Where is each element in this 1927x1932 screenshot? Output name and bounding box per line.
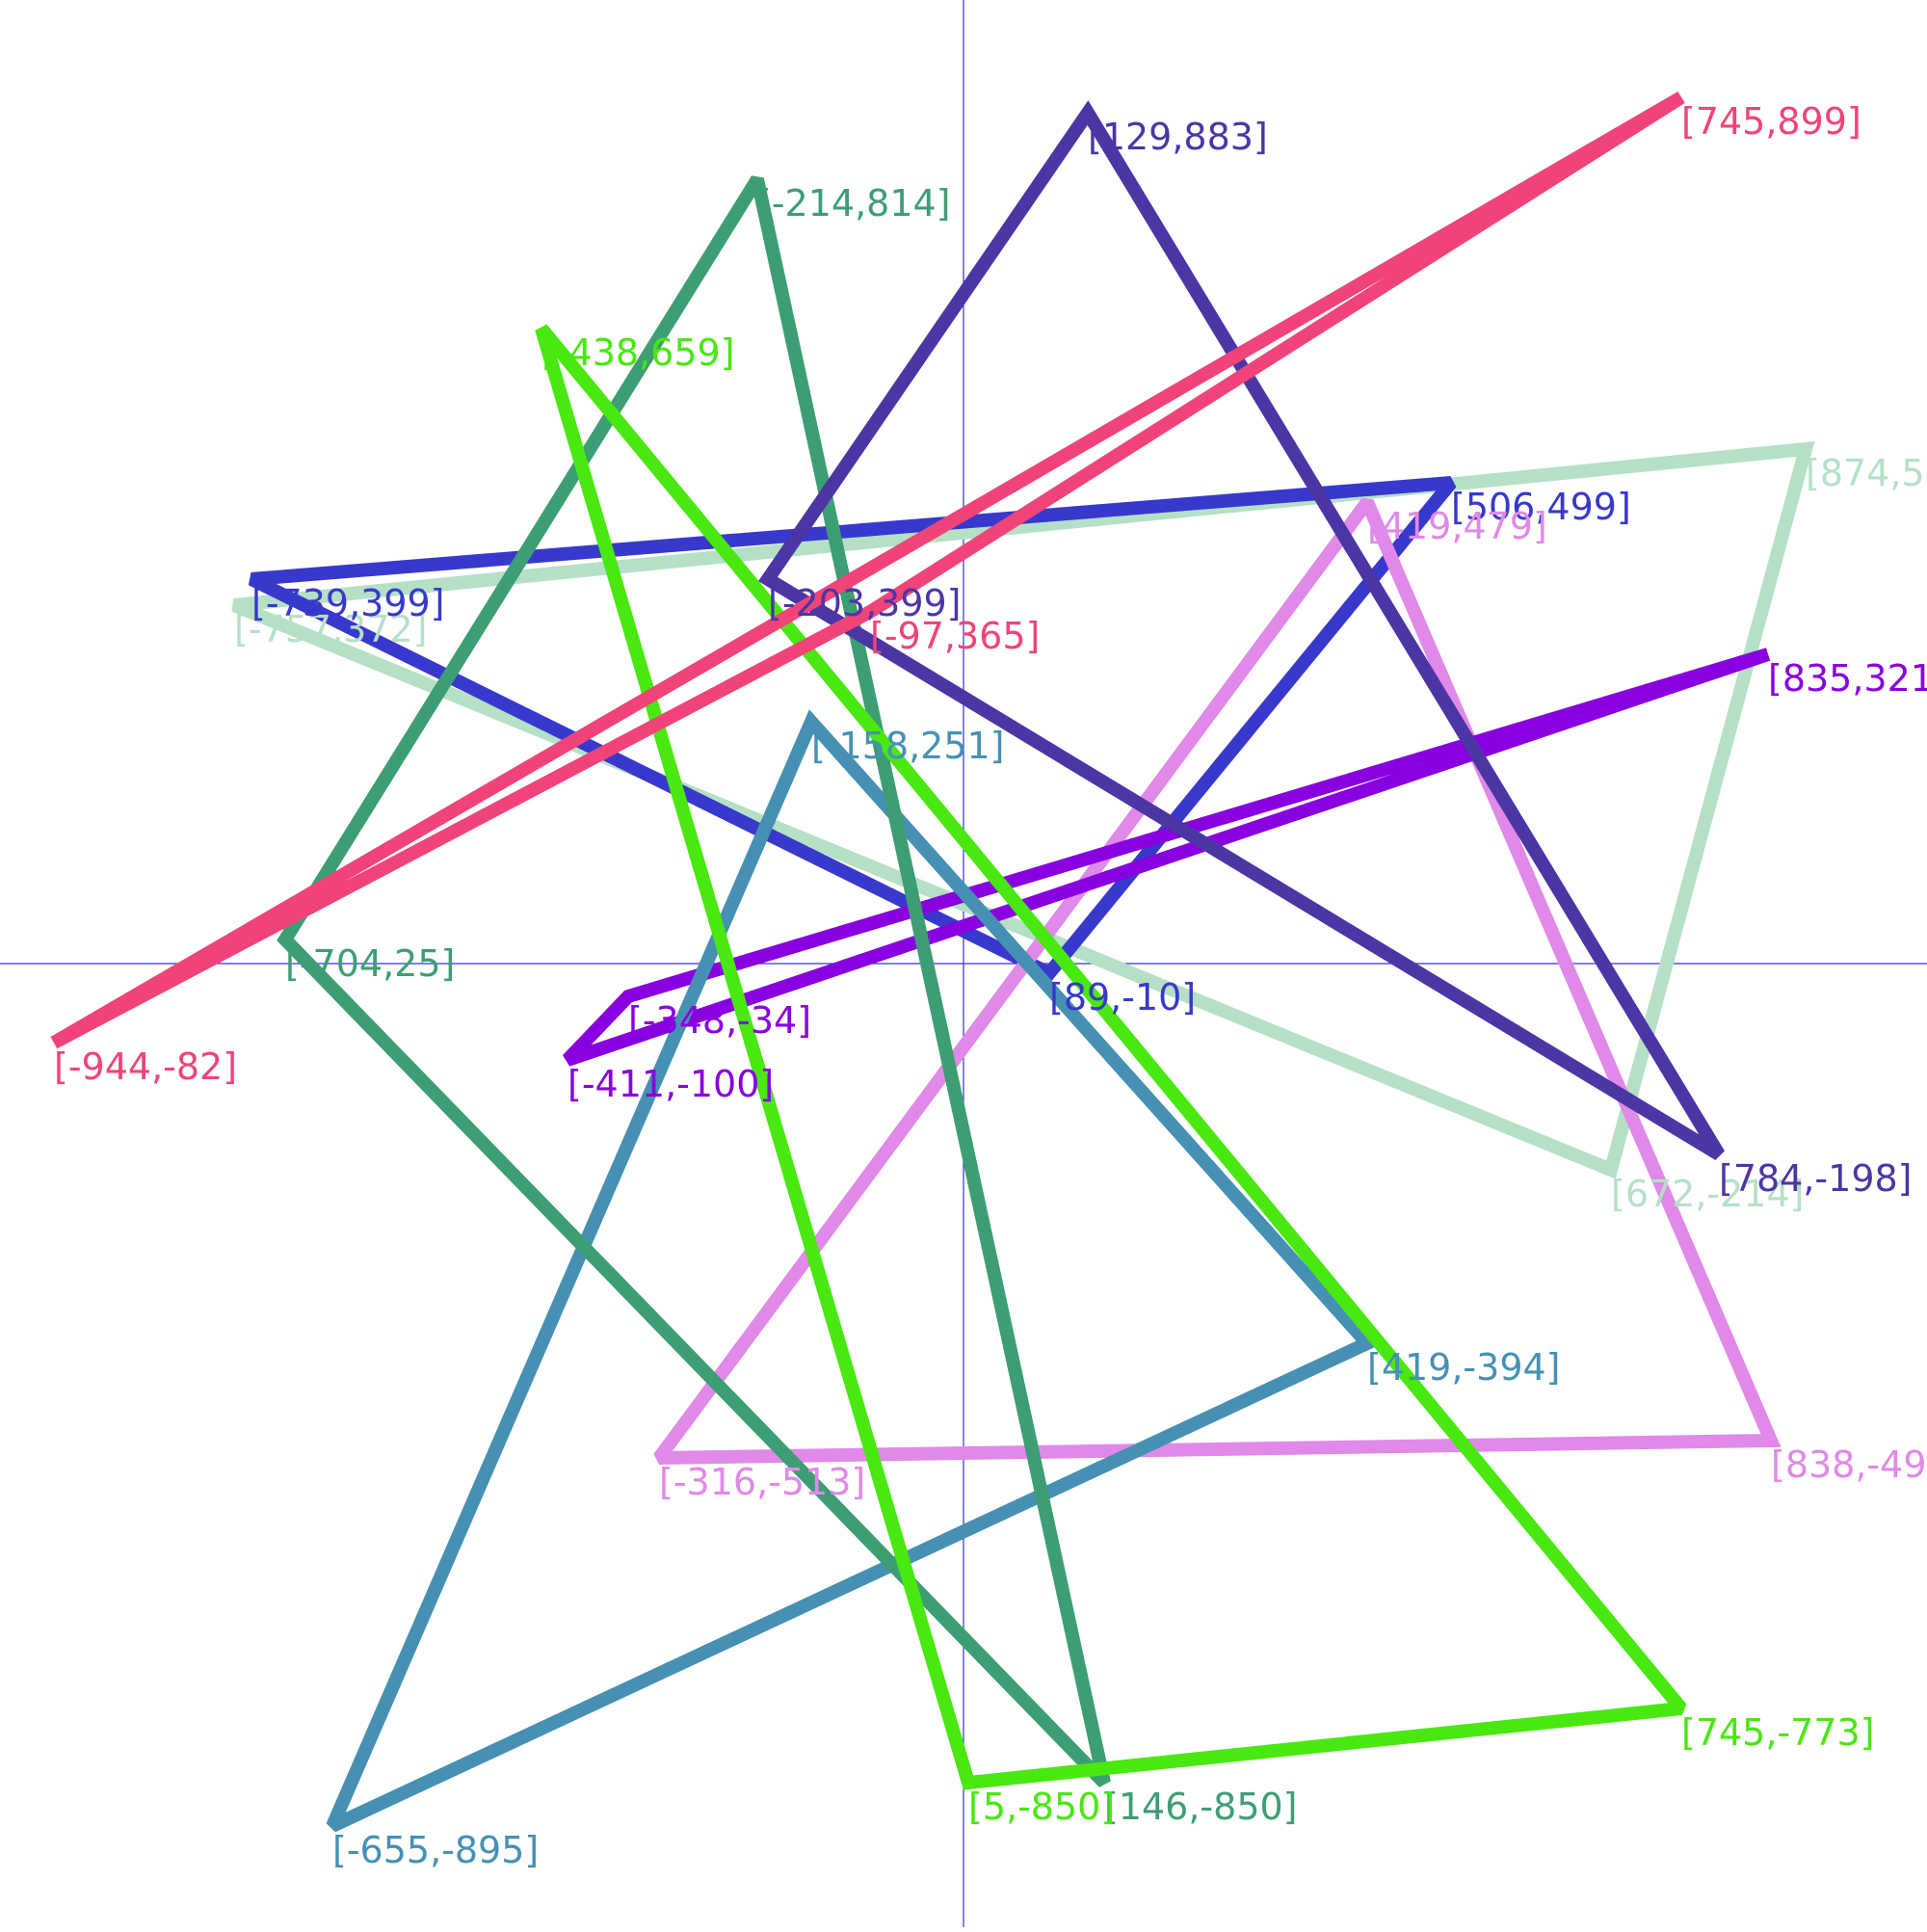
vertex-label: [672,-214] — [1611, 1173, 1805, 1215]
vertex-label: [-944,-82] — [54, 1045, 237, 1088]
vertex-label: [419,-394] — [1367, 1346, 1561, 1389]
vertex-label: [-739,399] — [251, 582, 445, 624]
vertex-label: [-158,251] — [811, 725, 1005, 767]
vertex-label: [5,-850] — [968, 1786, 1115, 1828]
vertex-label: [-348,-34] — [628, 999, 811, 1042]
vertex-label: [-757,372] — [234, 608, 428, 650]
vertex-label: [-203,399] — [768, 582, 962, 624]
vertex-label: [-97,365] — [870, 615, 1040, 657]
triangle-4 — [562, 648, 1771, 1067]
vertex-label: [-214,814] — [757, 182, 951, 225]
triangle-3 — [653, 497, 1782, 1465]
triangle-5 — [326, 709, 1379, 1833]
vertex-label: [745,899] — [1681, 100, 1861, 143]
vertex-label: [129,883] — [1088, 116, 1268, 158]
triangle-8 — [758, 100, 1725, 1160]
vertex-label: [-316,-513] — [659, 1461, 865, 1503]
vertex-label: [835,321] — [1768, 657, 1927, 700]
triangle-2 — [248, 476, 1457, 982]
vertex-label: [838,-495] — [1771, 1443, 1927, 1486]
triangle-6 — [277, 175, 1111, 1787]
vertex-label: [-704,25] — [285, 942, 455, 985]
triangle-7 — [535, 324, 1687, 1790]
vertex-label: [89,-10] — [1049, 976, 1196, 1019]
vertex-label: [-438,659] — [541, 331, 735, 374]
vertex-label: [745,-773] — [1681, 1711, 1875, 1754]
vertex-label: [419,479] — [1367, 505, 1547, 547]
triangle-9 — [50, 91, 1685, 1049]
vertex-label: [146,-850] — [1104, 1786, 1298, 1828]
vertex-label: [506,499] — [1451, 486, 1631, 528]
vertex-label: [-411,-100] — [568, 1063, 774, 1105]
vertex-label: [784,-198] — [1719, 1157, 1913, 1200]
vertex-label: [874,534] — [1806, 452, 1927, 494]
triangle-1 — [231, 441, 1815, 1179]
vertex-label: [-655,-895] — [332, 1829, 539, 1871]
